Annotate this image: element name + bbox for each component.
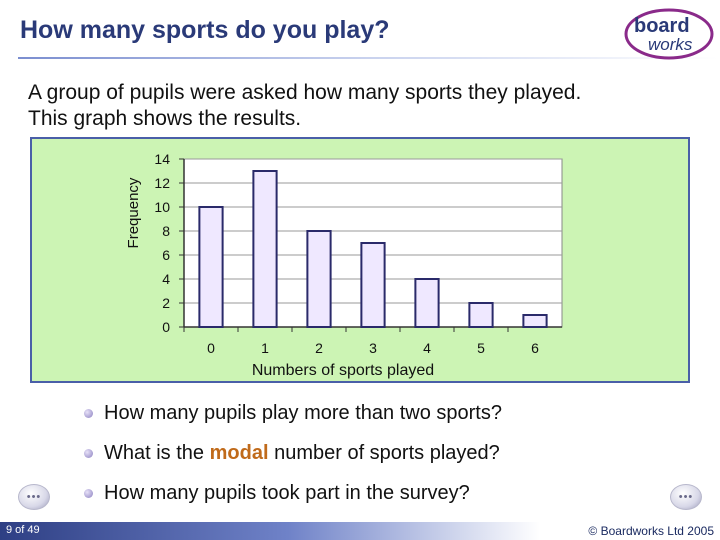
question-2-after: number of sports played?: [268, 442, 500, 464]
intro-text: A group of pupils were asked how many sp…: [28, 80, 688, 132]
bar-6: [522, 314, 548, 328]
question-3: How many pupils took part in the survey?: [84, 480, 502, 520]
x-tick-label: 3: [369, 340, 377, 356]
intro-line-1: A group of pupils were asked how many sp…: [28, 81, 582, 104]
y-tick-label: 6: [162, 247, 170, 263]
y-tick-label: 0: [162, 319, 170, 335]
copyright-text: © Boardworks Ltd 2005: [588, 524, 714, 538]
x-tick-label: 6: [531, 340, 539, 356]
question-1: How many pupils play more than two sport…: [84, 400, 502, 440]
bar-4: [414, 278, 440, 328]
x-tick-label: 1: [261, 340, 269, 356]
chart-panel: 0 2 4 6 8 10 12 14 0 1 2 3 4 5 6 Numbers of sports play…: [30, 137, 690, 383]
question-list: How many pupils play more than two sport…: [84, 400, 502, 520]
y-tick-label: 12: [154, 175, 170, 191]
y-tick-label: 4: [162, 271, 170, 287]
next-slide-button[interactable]: •••: [670, 484, 702, 510]
bar-5: [468, 302, 494, 328]
question-2: What is the modal number of sports playe…: [84, 440, 502, 480]
y-axis-label: Frequency: [125, 177, 142, 248]
bullet-icon: [84, 449, 93, 458]
intro-line-2: This graph shows the results.: [28, 107, 302, 130]
footer-bar: [0, 522, 720, 540]
x-tick-label: 2: [315, 340, 323, 356]
x-tick-label: 5: [477, 340, 485, 356]
question-2-keyword: modal: [209, 442, 269, 464]
y-tick-label: 14: [154, 151, 170, 167]
bar-3: [360, 242, 386, 328]
logo-bottom-text: works: [648, 35, 693, 54]
question-2-before: What is the: [104, 442, 210, 464]
bar-0: [198, 206, 224, 328]
bar-2: [306, 230, 332, 328]
boardworks-logo: board works: [624, 8, 714, 60]
x-axis-label: Numbers of sports played: [252, 362, 434, 379]
bullet-icon: [84, 409, 93, 418]
y-tick-label: 2: [162, 295, 170, 311]
y-tick-label: 8: [162, 223, 170, 239]
page-number: 9 of 49: [6, 524, 40, 536]
y-tick-label: 10: [154, 199, 170, 215]
bullet-icon: [84, 489, 93, 498]
logo-top-text: board: [634, 15, 690, 37]
x-tick-label: 4: [423, 340, 431, 356]
previous-slide-button[interactable]: •••: [18, 484, 50, 510]
title-divider: [18, 57, 718, 59]
question-1-text: How many pupils play more than two sport…: [104, 402, 502, 424]
question-3-text: How many pupils took part in the survey?: [104, 482, 470, 504]
slide-title: How many sports do you play?: [20, 16, 390, 44]
x-tick-label: 0: [207, 340, 215, 356]
bar-1: [252, 170, 278, 328]
